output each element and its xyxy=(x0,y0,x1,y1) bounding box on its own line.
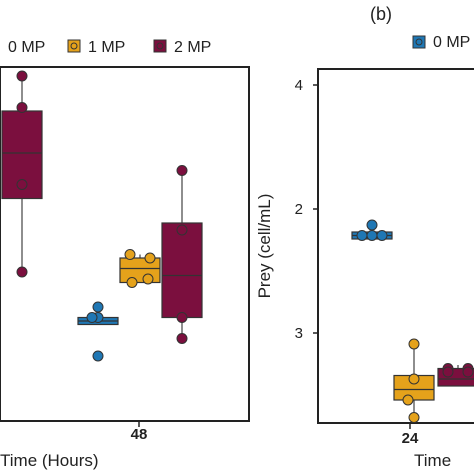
panel-a-2mp-2-box xyxy=(161,222,203,319)
legend-a: 0 MP 1 MP 2 MP xyxy=(8,39,211,56)
panel-a-frame xyxy=(0,66,250,422)
panel-b-1mp-1-point-1 xyxy=(408,373,420,385)
panel-a-1mp-1-point-0 xyxy=(124,249,136,260)
panel-b-y-axis-title: Prey (cell/mL) xyxy=(255,194,274,299)
legend-a-label-2: 2 MP xyxy=(174,39,211,56)
panel-b-y-tick-label-1: 2 xyxy=(295,201,303,218)
legend-a-label-0: 0 MP xyxy=(8,39,45,56)
panel-a-2mp-2-point-0 xyxy=(176,165,188,176)
panel-a-2mp-3-point-1 xyxy=(16,102,28,113)
panel-a-2mp-2-point-3 xyxy=(176,333,188,344)
panel-b-1mp-1-point-3 xyxy=(408,412,420,423)
panel-b-0mp-0-point-0 xyxy=(366,219,378,231)
panel-a-x-tick-label: 48 xyxy=(131,426,148,443)
panel-a-x-axis-title: Time (Hours) xyxy=(0,451,99,470)
panel-b-y-ticks: 4 2 3 xyxy=(295,77,318,342)
panel-b-1mp-1-point-2 xyxy=(402,394,414,406)
legend-b-swatch-0 xyxy=(412,35,426,49)
panel-b-label: (b) xyxy=(370,4,392,24)
legend-a-swatch-1 xyxy=(67,39,81,53)
legend-b: 0 MP xyxy=(412,34,470,51)
legend-a-swatch-2-dot xyxy=(156,42,164,50)
legend-b-swatch-0-dot xyxy=(415,38,423,46)
panel-b-y-tick-label-2: 3 xyxy=(295,325,303,342)
panel-b-1mp-1-point-0 xyxy=(408,338,420,350)
panel-b-2mp-2-point-3 xyxy=(462,366,474,378)
panel-a-2mp-2-point-2 xyxy=(176,312,188,323)
panel-a-0mp-0-point-3 xyxy=(92,350,104,362)
legend-a-swatch-2 xyxy=(153,39,167,53)
panel-a-2mp-3-point-0 xyxy=(16,70,28,82)
panel-a-0mp-0-point-0 xyxy=(92,301,104,313)
panel-b-x-tick-label: 24 xyxy=(402,430,419,447)
legend-b-label-0: 0 MP xyxy=(433,34,470,51)
panel-a-1mp-1-point-2 xyxy=(142,273,154,285)
panel-b-plot-area xyxy=(351,219,474,423)
panel-b-y-tick-label-0: 4 xyxy=(295,77,303,94)
panel-a-2mp-3-point-3 xyxy=(16,266,28,278)
panel-a-plot-area xyxy=(1,70,203,362)
panel-b-x-axis-title: Time xyxy=(414,451,451,470)
panel-a-2mp-3-point-2 xyxy=(16,179,28,190)
panel-b-0mp-0-point-2 xyxy=(366,230,378,241)
legend-a-swatch-1-dot xyxy=(70,42,78,50)
panel-a-1mp-1-point-3 xyxy=(126,277,138,288)
panel-a-0mp-0-point-2 xyxy=(86,312,98,323)
panel-b-2mp-2-point-2 xyxy=(442,366,454,378)
panel-a-2mp-2-point-1 xyxy=(176,224,188,236)
panel-b-0mp-0-point-3 xyxy=(376,230,388,241)
panel-b-0mp-0-point-1 xyxy=(356,230,368,241)
legend-a-label-1: 1 MP xyxy=(88,39,125,56)
panel-a-1mp-1-point-1 xyxy=(144,252,156,264)
panel-b-frame xyxy=(317,68,474,424)
